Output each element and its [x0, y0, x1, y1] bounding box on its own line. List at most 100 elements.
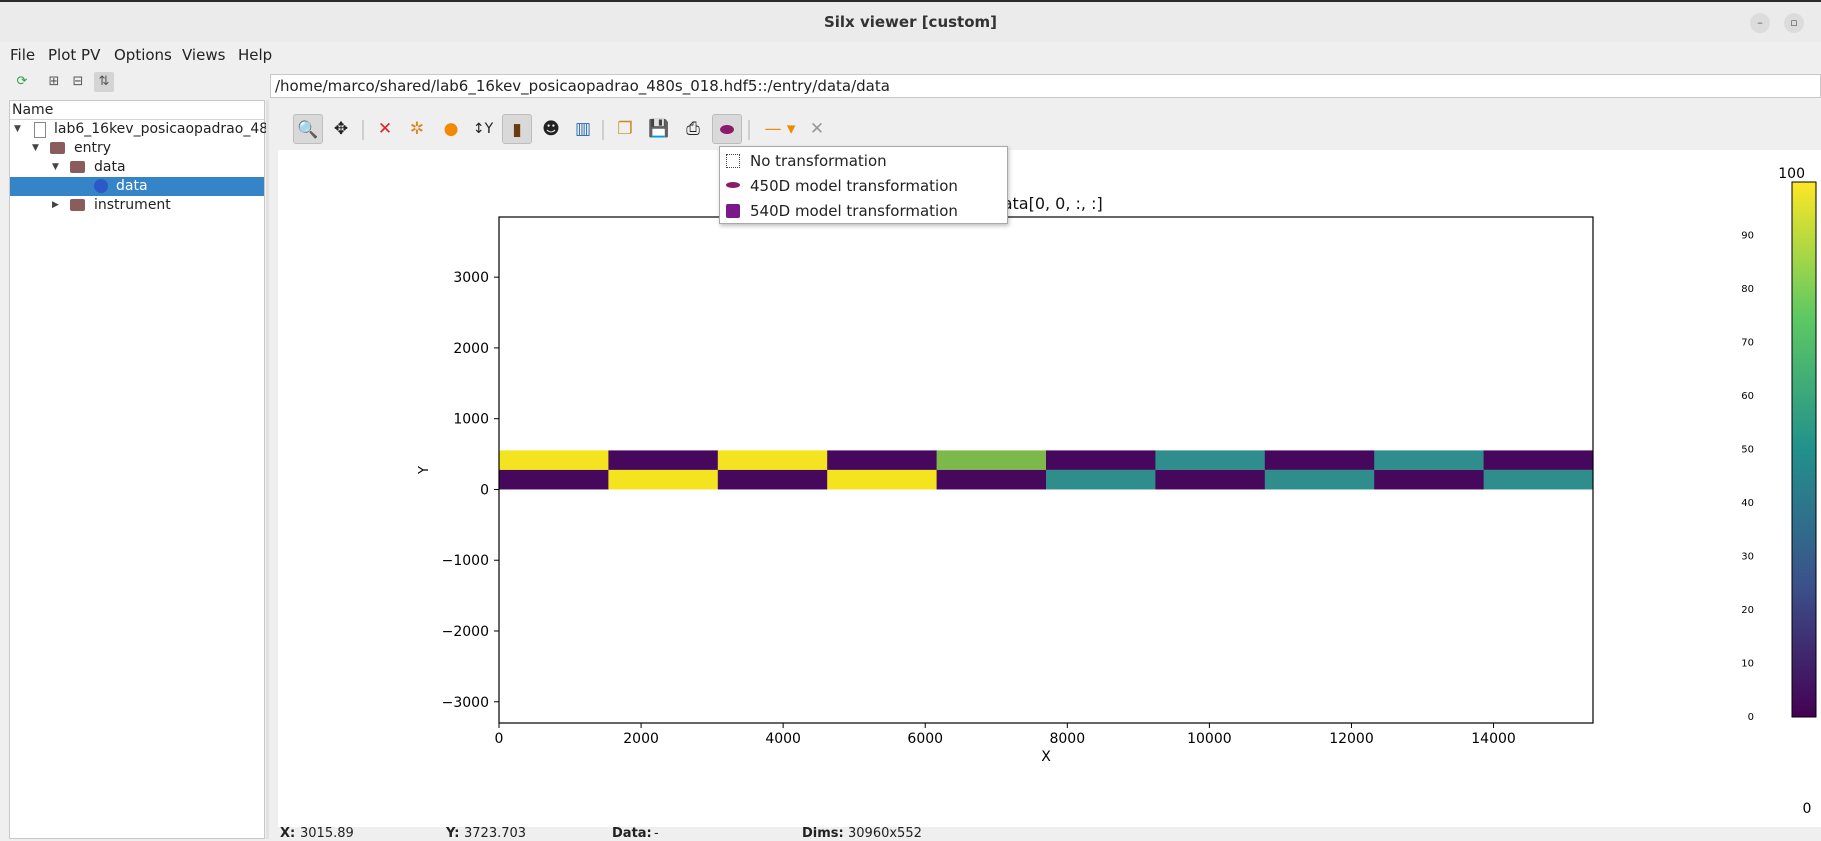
status-y-value: 3723.703 — [464, 826, 527, 841]
copy-icon[interactable]: ❐ — [617, 119, 633, 139]
status-x-label: X: — [280, 826, 296, 841]
transformation-icon[interactable]: ⬬ — [712, 114, 742, 144]
colorbar-min-label: 0 — [1803, 801, 1812, 817]
mask-icon[interactable]: ☻ — [542, 119, 560, 139]
colorbar-tick-label: 20 — [1741, 605, 1754, 616]
image-tile-bottom — [936, 469, 1047, 490]
collapsed-arrow-icon[interactable]: ▶ — [52, 200, 59, 210]
x-axis-label: X — [1041, 749, 1051, 765]
image-tile-top — [1155, 450, 1266, 470]
tree-item-data-group[interactable]: ▼ data — [10, 158, 264, 177]
marker-icon[interactable]: ● — [443, 119, 459, 139]
refresh-icon[interactable]: ⟳ — [16, 74, 28, 89]
zoom-icon[interactable]: 🔍 — [293, 114, 323, 144]
grid-icon — [726, 154, 740, 168]
crosshair-icon[interactable]: ✕ — [809, 119, 825, 139]
image-tile-bottom — [608, 469, 719, 490]
x-tick-label: 10000 — [1187, 731, 1232, 747]
image-tile-bottom — [827, 469, 938, 490]
image-tile-bottom — [1264, 469, 1375, 490]
y-tick-label: 0 — [480, 482, 489, 498]
x-tick-label: 8000 — [1049, 731, 1085, 747]
detector-540d-icon — [726, 204, 740, 218]
tree-item-instrument[interactable]: ▶ instrument — [10, 196, 264, 215]
x-tick-label: 2000 — [623, 731, 659, 747]
menu-item-540d-transformation[interactable]: 540D model transformation — [724, 200, 1002, 222]
expand-all-icon[interactable]: ⊞ — [48, 74, 60, 89]
menu-file[interactable]: File — [10, 46, 36, 64]
x-tick-label: 12000 — [1329, 731, 1374, 747]
status-dims-value: 30960x552 — [848, 826, 922, 841]
print-icon[interactable]: ⎙ — [686, 119, 700, 139]
dataset-icon — [94, 179, 108, 193]
y-tick-label: −2000 — [442, 624, 489, 640]
tree-item-file[interactable]: ▼ lab6_16kev_posicaopadrao_48 — [10, 120, 268, 139]
colorbar[interactable] — [1791, 181, 1817, 718]
tree-item-label: data — [94, 159, 126, 175]
y-axis-label: Y — [417, 466, 432, 475]
image-tile-bottom — [1374, 469, 1485, 490]
image-tile-top — [499, 450, 609, 470]
colorbar-max-label: 100 — [1778, 166, 1805, 182]
histogram-icon[interactable]: ▥ — [574, 119, 592, 139]
tree-item-label: entry — [74, 140, 112, 156]
image-tile-top — [1046, 450, 1156, 470]
image-tile-bottom — [1046, 469, 1156, 490]
status-y-label: Y: — [446, 826, 460, 841]
minimize-button[interactable]: – — [1750, 13, 1770, 33]
plot-area[interactable]: ata/data[0, 0, :, :] 0 2000 4000 6000 8000 10… — [278, 150, 1821, 827]
pan-icon[interactable]: ✥ — [333, 119, 349, 139]
tree-item-entry[interactable]: ▼ entry — [10, 139, 264, 158]
tree-item-data-dataset[interactable]: data — [10, 177, 264, 196]
dataset-path-field[interactable]: /home/marco/shared/lab6_16kev_posicaopad… — [270, 74, 1821, 98]
group-icon — [50, 142, 65, 154]
colormap-icon[interactable]: ✲ — [409, 119, 425, 139]
status-x-value: 3015.89 — [300, 826, 354, 841]
image-tile-top — [608, 450, 719, 470]
image-tile-top — [1374, 450, 1485, 470]
group-icon — [70, 199, 85, 211]
y-tick-label: 2000 — [453, 341, 489, 357]
menu-views[interactable]: Views — [182, 46, 226, 64]
image-tile-bottom — [1155, 469, 1266, 490]
y-axis-icon[interactable]: ↕Y — [472, 121, 494, 137]
file-icon — [34, 122, 46, 138]
line-style-icon[interactable]: — ▾ — [764, 119, 796, 139]
status-dims-label: Dims: — [802, 826, 844, 841]
colorbar-ticks: 90 80 70 60 50 40 30 20 10 0 — [1741, 231, 1754, 724]
expand-arrow-icon[interactable]: ▼ — [32, 143, 39, 153]
colorbar-tick-label: 50 — [1741, 445, 1754, 456]
x-tick-label: 6000 — [907, 731, 943, 747]
heatmap-plot[interactable]: ata/data[0, 0, :, :] 0 2000 4000 6000 8000 10… — [278, 150, 1821, 827]
menu-item-no-transformation[interactable]: No transformation — [724, 150, 1002, 172]
maximize-button[interactable]: ▫ — [1784, 13, 1804, 33]
status-data-value: - — [654, 826, 659, 841]
y-tick-label: −3000 — [442, 695, 489, 711]
colorbar-tick-label: 60 — [1741, 391, 1754, 402]
aspect-icon[interactable]: ▮ — [502, 114, 532, 144]
plot-toolbar: 🔍 ✥ ✕ ✲ ● ↕Y ▮ ☻ ▥ ❐ 💾 ⎙ ⬬ — ▾ ✕ — [278, 100, 1821, 160]
expand-arrow-icon[interactable]: ▼ — [14, 124, 21, 134]
image-tile-top — [1264, 450, 1375, 470]
sort-icon[interactable]: ⇅ — [94, 72, 114, 92]
reset-zoom-icon[interactable]: ✕ — [377, 119, 393, 139]
splitter-handle[interactable] — [266, 100, 269, 839]
image-tile-bottom — [717, 469, 828, 490]
menu-options[interactable]: Options — [114, 46, 172, 64]
expand-arrow-icon[interactable]: ▼ — [52, 162, 59, 172]
save-icon[interactable]: 💾 — [648, 119, 670, 139]
tree-item-label: lab6_16kev_posicaopadrao_48 — [54, 121, 269, 137]
x-axis: 0 2000 4000 6000 8000 10000 12000 14000 — [495, 723, 1516, 747]
collapse-all-icon[interactable]: ⊟ — [72, 74, 84, 89]
tree-header-name[interactable]: Name — [10, 101, 264, 120]
hdf5-tree: Name ▼ lab6_16kev_posicaopadrao_48 ▼ ent… — [9, 100, 268, 839]
y-tick-label: 1000 — [453, 412, 489, 428]
menu-help[interactable]: Help — [238, 46, 273, 64]
toolbar-separator — [748, 120, 750, 140]
y-axis: 3000 2000 1000 0 −1000 −2000 −3000 — [442, 270, 499, 711]
menu-plot-pv[interactable]: Plot PV — [48, 46, 101, 64]
colorbar-tick-label: 40 — [1741, 498, 1754, 509]
detector-450d-icon — [726, 182, 740, 188]
menu-item-450d-transformation[interactable]: 450D model transformation — [724, 175, 1002, 197]
window-titlebar: Silx viewer [custom] – ▫ — [0, 0, 1821, 42]
